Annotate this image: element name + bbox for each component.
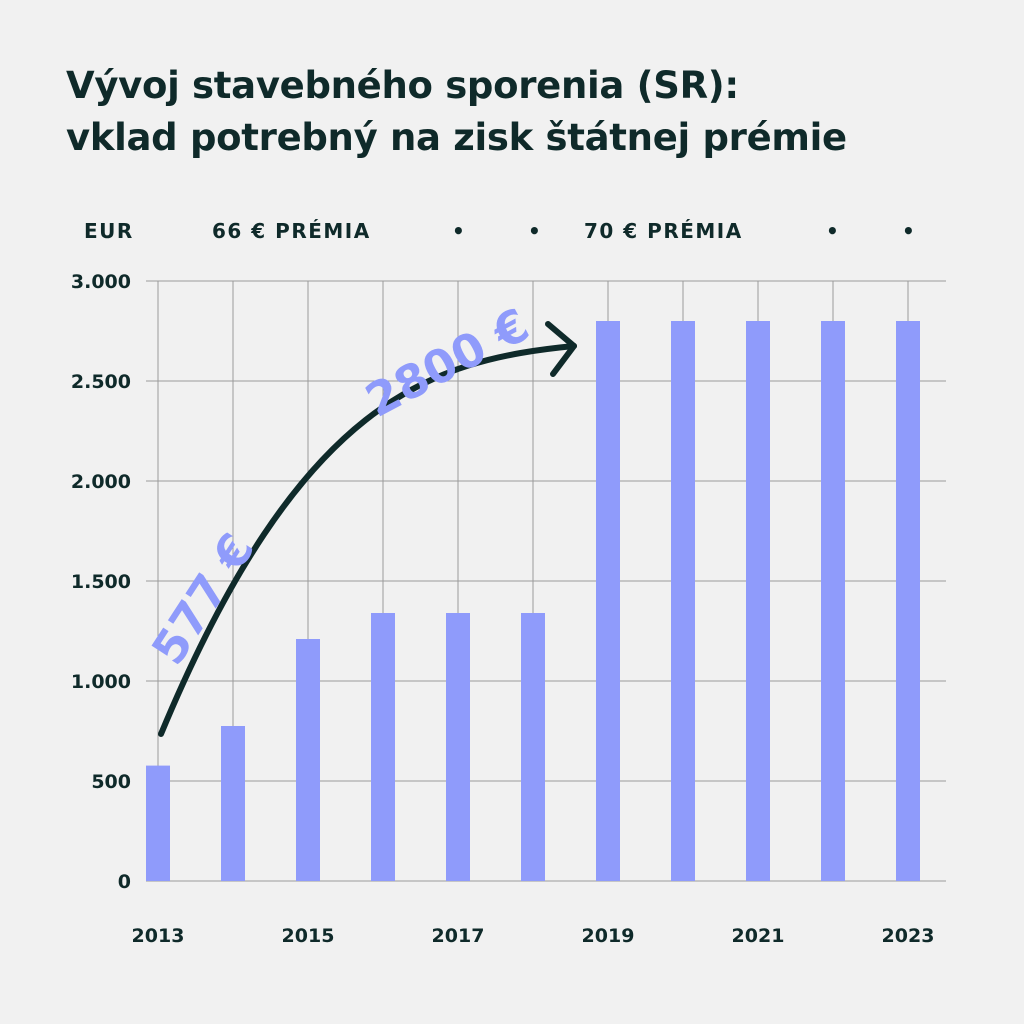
bar-2016: [371, 613, 395, 881]
bar-2019: [596, 321, 620, 881]
y-axis-ticks: 0 500 1.000 1.500 2.000 2.500 3.000: [71, 271, 131, 893]
chart-title-line-2: vklad potrebný na zisk štátnej prémie: [66, 116, 847, 159]
annotation-start-value: 577 €: [141, 524, 265, 674]
x-tick-label: 2017: [432, 925, 485, 947]
header-dot: •: [826, 219, 841, 243]
bar-2013: [146, 765, 170, 881]
x-tick-label: 2015: [282, 925, 335, 947]
y-tick-label: 1.000: [71, 671, 131, 693]
premium-66-label: 66 € PRÉMIA: [212, 219, 371, 243]
growth-annotation: 577 € 2800 €: [141, 297, 577, 737]
premium-70-label: 70 € PRÉMIA: [584, 219, 743, 243]
bar-2020: [671, 321, 695, 881]
y-tick-label: 3.000: [71, 271, 131, 293]
bar-2023: [896, 321, 920, 881]
bar-2015: [296, 639, 320, 881]
y-axis-unit-label: EUR: [84, 219, 134, 243]
header-dot: •: [452, 219, 467, 243]
y-tick-label: 1.500: [71, 571, 131, 593]
y-tick-label: 500: [91, 771, 131, 793]
header-dot: •: [528, 219, 543, 243]
bar-2021: [746, 321, 770, 881]
x-tick-label: 2019: [582, 925, 635, 947]
y-tick-label: 2.000: [71, 471, 131, 493]
growth-arrow-head: [545, 321, 577, 377]
bars: [146, 321, 920, 881]
bar-2017: [446, 613, 470, 881]
bar-2022: [821, 321, 845, 881]
bar-2014: [221, 726, 245, 881]
chart-title: Vývoj stavebného sporenia (SR): vklad po…: [66, 60, 966, 164]
growth-arrow-curve: [158, 343, 577, 737]
bar-2018: [521, 613, 545, 881]
annotation-end-value: 2800 €: [357, 297, 538, 427]
y-tick-label: 0: [118, 871, 131, 893]
x-axis-ticks: 2013 2015 2017 2019 2021 2023: [132, 925, 935, 947]
y-tick-label: 2.500: [71, 371, 131, 393]
header-dot: •: [902, 219, 917, 243]
x-tick-label: 2023: [882, 925, 935, 947]
x-tick-label: 2013: [132, 925, 185, 947]
x-tick-label: 2021: [732, 925, 785, 947]
chart-title-line-1: Vývoj stavebného sporenia (SR):: [66, 64, 739, 107]
